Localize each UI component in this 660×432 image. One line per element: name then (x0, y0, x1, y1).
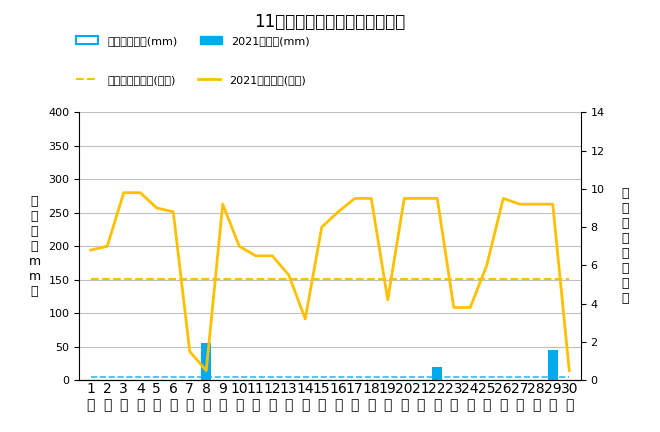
Legend: 日照時間平年値(時間), 2021日照時間(時間): 日照時間平年値(時間), 2021日照時間(時間) (71, 70, 310, 89)
Bar (201, 343, 211, 380)
Y-axis label: 降
水
量
（
m
m
）: 降 水 量 （ m m ） (28, 195, 40, 298)
Text: 11月降水量・日照時間（日別）: 11月降水量・日照時間（日別） (254, 13, 406, 31)
Bar (548, 350, 558, 380)
Y-axis label: 日
照
時
間
（
時
間
）: 日 照 時 間 （ 時 間 ） (622, 187, 629, 305)
Bar (432, 367, 442, 380)
Legend: 降水量平年値(mm), 2021降水量(mm): 降水量平年値(mm), 2021降水量(mm) (71, 32, 314, 51)
